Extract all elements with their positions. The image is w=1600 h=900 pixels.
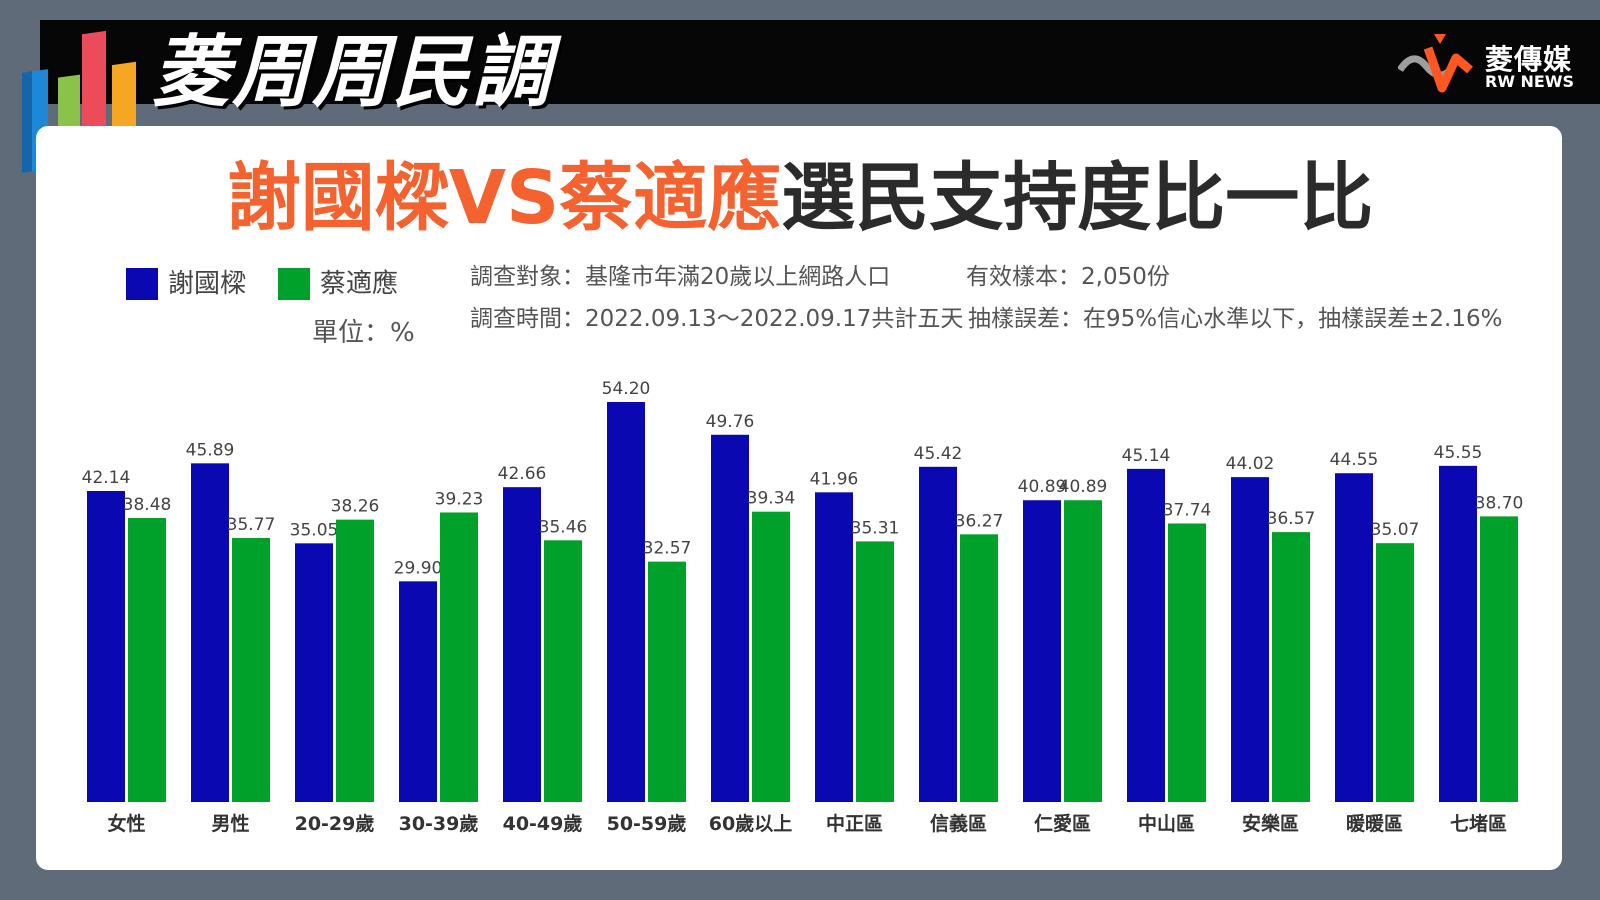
bar-hsieh-1	[191, 463, 229, 802]
category-label-7: 中正區	[826, 812, 883, 835]
value-label-tsai-11: 36.57	[1267, 509, 1316, 529]
bar-hsieh-8	[919, 466, 957, 802]
category-label-4: 40-49歲	[503, 812, 583, 835]
value-label-tsai-8: 36.27	[955, 511, 1004, 531]
bar-hsieh-5	[607, 402, 645, 802]
legend-swatch-blue	[126, 268, 158, 300]
bar-hsieh-11	[1231, 477, 1269, 802]
value-label-hsieh-11: 44.02	[1226, 454, 1275, 474]
value-label-hsieh-13: 45.55	[1434, 443, 1483, 463]
title-candidates: 謝國樑VS蔡適應	[226, 155, 782, 241]
bar-tsai-13	[1480, 516, 1518, 802]
value-label-hsieh-3: 29.90	[394, 558, 443, 578]
category-label-9: 仁愛區	[1034, 812, 1091, 835]
rw-news-logo-icon	[1398, 34, 1473, 93]
category-label-2: 20-29歲	[295, 812, 375, 835]
value-label-tsai-1: 35.77	[227, 515, 276, 535]
bar-tsai-6	[752, 511, 790, 802]
value-label-hsieh-8: 45.42	[914, 444, 963, 464]
category-label-0: 女性	[107, 812, 145, 835]
bar-tsai-2	[336, 519, 374, 802]
value-label-tsai-6: 39.34	[747, 489, 796, 509]
value-label-hsieh-5: 54.20	[602, 379, 651, 399]
value-label-tsai-12: 35.07	[1371, 520, 1420, 540]
value-label-tsai-13: 38.70	[1475, 493, 1524, 513]
category-label-6: 60歲以上	[709, 812, 792, 835]
legend-label-hsieh: 謝國樑	[168, 269, 247, 299]
chart-title: 謝國樑VS蔡適應選民支持度比一比	[0, 148, 1600, 248]
category-label-3: 30-39歲	[399, 812, 479, 835]
title-comparison: 選民支持度比一比	[781, 155, 1374, 241]
bar-hsieh-13	[1439, 465, 1477, 802]
bar-tsai-9	[1064, 500, 1102, 802]
bar-hsieh-3	[399, 581, 437, 802]
bar-hsieh-0	[87, 491, 125, 802]
survey-error: 抽樣誤差：在95%信心水準以下，抽樣誤差±2.16%	[968, 306, 1503, 332]
logo-cn-text: 菱傳媒	[1485, 43, 1573, 76]
logo-en-text: RW NEWS	[1485, 72, 1575, 91]
bar-tsai-4	[544, 540, 582, 802]
bar-tsai-3	[440, 512, 478, 802]
category-label-11: 安樂區	[1242, 812, 1299, 835]
bar-tsai-5	[648, 561, 686, 802]
category-label-12: 暖暖區	[1346, 812, 1403, 835]
survey-sample: 有效樣本：2,050份	[966, 264, 1170, 290]
bar-hsieh-6	[711, 434, 749, 802]
legend-swatch-green	[278, 268, 310, 300]
bar-tsai-7	[856, 541, 894, 802]
bar-hsieh-4	[503, 487, 541, 802]
legend-label-tsai: 蔡適應	[320, 269, 399, 299]
bar-hsieh-9	[1023, 500, 1061, 802]
value-label-tsai-7: 35.31	[851, 518, 900, 538]
category-label-10: 中山區	[1138, 812, 1195, 835]
value-label-tsai-3: 39.23	[435, 489, 484, 509]
value-label-hsieh-12: 44.55	[1330, 450, 1379, 470]
unit-label: 單位：%	[312, 318, 415, 348]
bar-tsai-12	[1376, 543, 1414, 802]
value-label-tsai-0: 38.48	[123, 495, 172, 515]
bar-tsai-8	[960, 534, 998, 802]
bar-tsai-0	[128, 518, 166, 802]
value-label-tsai-5: 32.57	[643, 539, 692, 559]
value-label-hsieh-0: 42.14	[82, 468, 131, 488]
value-label-hsieh-9: 40.89	[1018, 477, 1067, 497]
value-label-tsai-9: 40.89	[1059, 477, 1108, 497]
bar-hsieh-2	[295, 543, 333, 802]
category-label-8: 信義區	[930, 812, 987, 835]
bar-tsai-1	[232, 538, 270, 802]
bar-hsieh-7	[815, 492, 853, 802]
value-label-hsieh-2: 35.05	[290, 520, 339, 540]
survey-period: 調查時間：2022.09.13～2022.09.17共計五天	[470, 306, 964, 332]
bar-tsai-10	[1168, 523, 1206, 802]
value-label-tsai-10: 37.74	[1163, 500, 1212, 520]
survey-target: 調查對象：基隆市年滿20歲以上網路人口	[470, 264, 891, 290]
header-bar	[40, 20, 1600, 104]
value-label-hsieh-10: 45.14	[1122, 446, 1171, 466]
value-label-hsieh-4: 42.66	[498, 464, 547, 484]
bar-hsieh-12	[1335, 473, 1373, 802]
category-label-1: 男性	[211, 812, 249, 835]
value-label-tsai-2: 38.26	[331, 497, 380, 517]
category-label-5: 50-59歲	[607, 812, 687, 835]
value-label-hsieh-6: 49.76	[706, 412, 755, 432]
value-label-hsieh-1: 45.89	[186, 440, 235, 460]
bar-hsieh-10	[1127, 468, 1165, 802]
value-label-hsieh-7: 41.96	[810, 469, 859, 489]
bar-tsai-11	[1272, 532, 1310, 802]
value-label-tsai-4: 35.46	[539, 517, 588, 537]
brand-title: 菱周周民調	[152, 28, 553, 118]
category-label-13: 七堵區	[1450, 812, 1507, 835]
